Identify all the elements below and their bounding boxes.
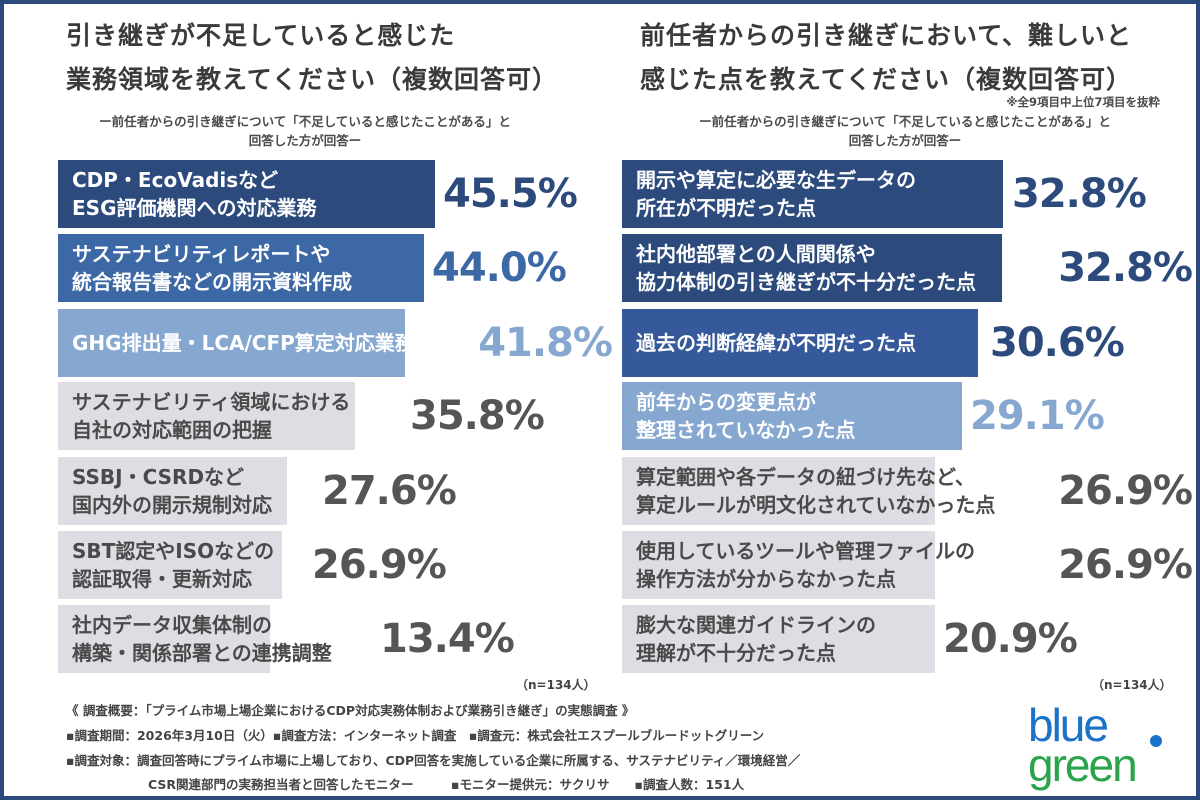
bar-value-label: 20.9%	[943, 616, 1078, 662]
bar-value-label: 26.9%	[312, 542, 447, 588]
footer-survey-period: ▪調査期間：2026年3月10日（火）▪調査方法：インターネット調査 ▪調査元：…	[66, 728, 765, 743]
bar: 算定範囲や各データの紐づけ先など、 算定ルールが明文化されていなかった点	[622, 457, 995, 525]
bar: 開示や算定に必要な生データの 所在が不明だった点	[622, 160, 1003, 228]
bar-category-label: 社内他部署との人間関係や 協力体制の引き継ぎが不十分だった点	[636, 242, 976, 294]
left-chart-subtitle: ー前任者からの引き継ぎについて「不足していると感じたことがある」と 回答した方が…	[99, 114, 511, 148]
bar-value-label: 32.8%	[1058, 245, 1193, 291]
bar-category-label: 使用しているツールや管理ファイルの 操作方法が分からなかった点	[636, 539, 975, 591]
left-sample-size: （n=134人）	[516, 678, 596, 692]
bar-category-label: 過去の判断経緯が不明だった点	[636, 331, 916, 355]
bar-category-label: 前年からの変更点が 整理されていなかった点	[636, 390, 856, 442]
bar: サステナビリティレポートや 統合報告書などの開示資料作成	[58, 234, 424, 302]
bar: GHG排出量・LCA/CFP算定対応業務	[58, 309, 415, 377]
logo-text-blue: blue	[1028, 699, 1109, 751]
bar-category-label: 社内データ収集体制の 構築・関係部署との連携調整	[72, 613, 332, 665]
bar-value-label: 29.1%	[970, 393, 1105, 439]
bar-category-label: SSBJ・CSRDなど 国内外の開示規制対応	[72, 465, 272, 517]
bar-category-label: GHG排出量・LCA/CFP算定対応業務	[72, 331, 415, 355]
bar: 膨大な関連ガイドラインの 理解が不十分だった点	[622, 605, 935, 673]
bar-category-label: サステナビリティ領域における 自社の対応範囲の把握	[72, 390, 351, 442]
footer-survey-target: ▪調査対象：調査回答時にプライム市場に上場しており、CDP回答を実施している企業…	[66, 753, 801, 768]
bar: 前年からの変更点が 整理されていなかった点	[622, 382, 962, 450]
bar: SSBJ・CSRDなど 国内外の開示規制対応	[58, 457, 287, 525]
bar-category-label: サステナビリティレポートや 統合報告書などの開示資料作成	[72, 242, 352, 294]
footer-survey-monitor: CSR関連部門の実務担当者と回答したモニター ▪モニター提供元：サクリサ ▪調査…	[148, 777, 745, 792]
right-chart-title: 前任者からの引き継ぎにおいて、難しいと 感じた点を教えてください（複数回答可）	[640, 21, 1133, 94]
bar-value-label: 32.8%	[1012, 171, 1147, 217]
logo-text-green: green	[1028, 739, 1138, 791]
bar-category-label: SBT認定やISOなどの 認証取得・更新対応	[72, 539, 275, 591]
bluegreen-logo: blue green	[1028, 699, 1162, 791]
bar: 社内他部署との人間関係や 協力体制の引き継ぎが不十分だった点	[622, 234, 1002, 302]
bar-value-label: 13.4%	[380, 616, 515, 662]
bar-category-label: 算定範囲や各データの紐づけ先など、 算定ルールが明文化されていなかった点	[636, 465, 996, 517]
right-chart-subtitle: ー前任者からの引き継ぎについて「不足していると感じたことがある」と 回答した方が…	[699, 114, 1111, 148]
bar: 使用しているツールや管理ファイルの 操作方法が分からなかった点	[622, 531, 975, 599]
bar-value-label: 44.0%	[432, 245, 567, 291]
bar: SBT認定やISOなどの 認証取得・更新対応	[58, 531, 282, 599]
bar: 過去の判断経緯が不明だった点	[622, 309, 978, 377]
bar-value-label: 26.9%	[1058, 542, 1193, 588]
bar: CDP・EcoVadisなど ESG評価機関への対応業務	[58, 160, 435, 228]
left-chart-title: 引き継ぎが不足していると感じた 業務領域を教えてください（複数回答可）	[66, 21, 559, 94]
bar-category-label: 膨大な関連ガイドラインの 理解が不十分だった点	[636, 613, 876, 665]
bar-value-label: 45.5%	[443, 171, 578, 217]
footer-survey-title: 《 調査概要：「プライム市場上場企業におけるCDP対応実務体制および業務引き継ぎ…	[66, 703, 635, 718]
bar: サステナビリティ領域における 自社の対応範囲の把握	[58, 382, 355, 450]
right-chart-note: ※全9項目中上位7項目を抜粋	[1006, 95, 1160, 109]
bar: 社内データ収集体制の 構築・関係部署との連携調整	[58, 605, 332, 673]
bar-category-label: 開示や算定に必要な生データの 所在が不明だった点	[636, 168, 916, 220]
right-sample-size: （n=134人）	[1092, 678, 1172, 692]
bar-value-label: 30.6%	[990, 320, 1125, 366]
bar-value-label: 27.6%	[322, 468, 457, 514]
bar-value-label: 35.8%	[410, 393, 545, 439]
logo-dot	[1150, 735, 1162, 747]
bar-category-label: CDP・EcoVadisなど ESG評価機関への対応業務	[72, 168, 317, 220]
bar-value-label: 26.9%	[1058, 468, 1193, 514]
bar-value-label: 41.8%	[478, 320, 613, 366]
